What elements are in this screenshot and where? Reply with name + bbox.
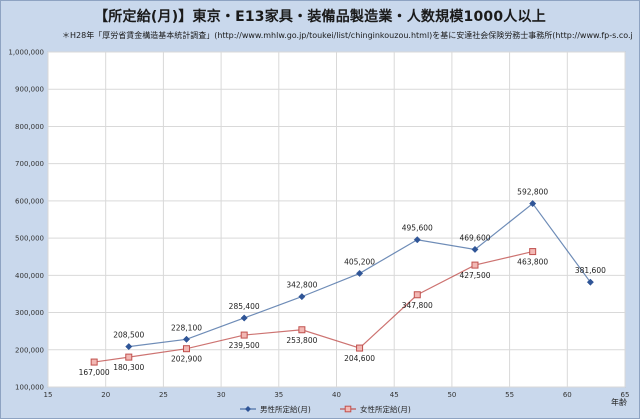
data-label: 253,800 (286, 336, 317, 345)
legend-label: 女性所定給(月) (360, 404, 411, 414)
legend-label: 男性所定給(月) (260, 404, 311, 414)
data-point (471, 245, 479, 253)
data-label: 405,200 (344, 257, 375, 266)
data-label: 592,800 (517, 188, 548, 197)
x-tick-label: 60 (563, 391, 572, 399)
y-tick-label: 200,000 (15, 346, 44, 354)
x-tick-label: 45 (390, 391, 399, 399)
data-point (125, 353, 133, 361)
data-point (182, 335, 191, 343)
y-tick-label: 1,000,000 (8, 49, 44, 57)
y-tick-label: 400,000 (15, 272, 44, 280)
x-tick-label: 25 (159, 391, 168, 399)
data-point (471, 261, 479, 269)
data-label: 202,900 (171, 355, 202, 364)
x-tick-label: 50 (447, 391, 456, 399)
x-tick-label: 15 (44, 391, 53, 399)
data-label: 463,800 (517, 258, 548, 267)
data-label: 239,500 (229, 341, 260, 350)
data-point (240, 314, 248, 322)
y-tick-label: 600,000 (15, 197, 44, 205)
data-label: 495,600 (402, 224, 433, 233)
legend-marker (245, 406, 251, 412)
y-tick-label: 500,000 (15, 235, 44, 243)
data-label: 427,500 (459, 271, 490, 280)
legend-marker (344, 405, 352, 413)
data-label: 381,600 (575, 266, 606, 275)
data-label: 204,600 (344, 354, 375, 363)
x-tick-label: 30 (217, 391, 226, 399)
data-label: 469,600 (459, 233, 490, 242)
data-point (182, 345, 190, 353)
x-axis-label: 年齢 (611, 397, 627, 407)
data-point (298, 326, 306, 334)
data-label: 285,400 (229, 302, 260, 311)
y-tick-label: 800,000 (15, 123, 44, 131)
data-point (529, 248, 537, 256)
data-label: 208,500 (113, 331, 144, 340)
data-point (240, 331, 248, 339)
data-point (356, 344, 364, 352)
x-tick-label: 35 (274, 391, 283, 399)
data-point (298, 293, 306, 301)
data-point (586, 278, 594, 286)
data-label: 228,100 (171, 323, 202, 332)
source-note: ＊H28年「厚労省賃金構造基本統計調査」(http://www.mhlw.go.… (62, 31, 632, 40)
x-tick-label: 55 (505, 391, 514, 399)
x-tick-label: 65 (621, 391, 630, 399)
y-tick-label: 700,000 (15, 160, 44, 168)
data-point (413, 236, 421, 244)
data-point (529, 200, 537, 208)
x-tick-label: 40 (332, 391, 341, 399)
data-label: 342,800 (286, 281, 317, 290)
data-label: 167,000 (79, 368, 110, 377)
data-point (356, 269, 364, 277)
data-point (125, 343, 133, 351)
data-point (413, 291, 421, 299)
chart-title: 【所定給(月)】東京・E13家具・装備品製造業・人数規模1000人以上 (94, 9, 546, 25)
x-tick-label: 20 (101, 391, 110, 399)
y-tick-label: 100,000 (15, 384, 44, 392)
y-tick-label: 300,000 (15, 309, 44, 317)
data-label: 180,300 (113, 363, 144, 372)
data-point (90, 358, 98, 366)
y-tick-label: 900,000 (15, 86, 44, 94)
data-label: 347,800 (402, 301, 433, 310)
